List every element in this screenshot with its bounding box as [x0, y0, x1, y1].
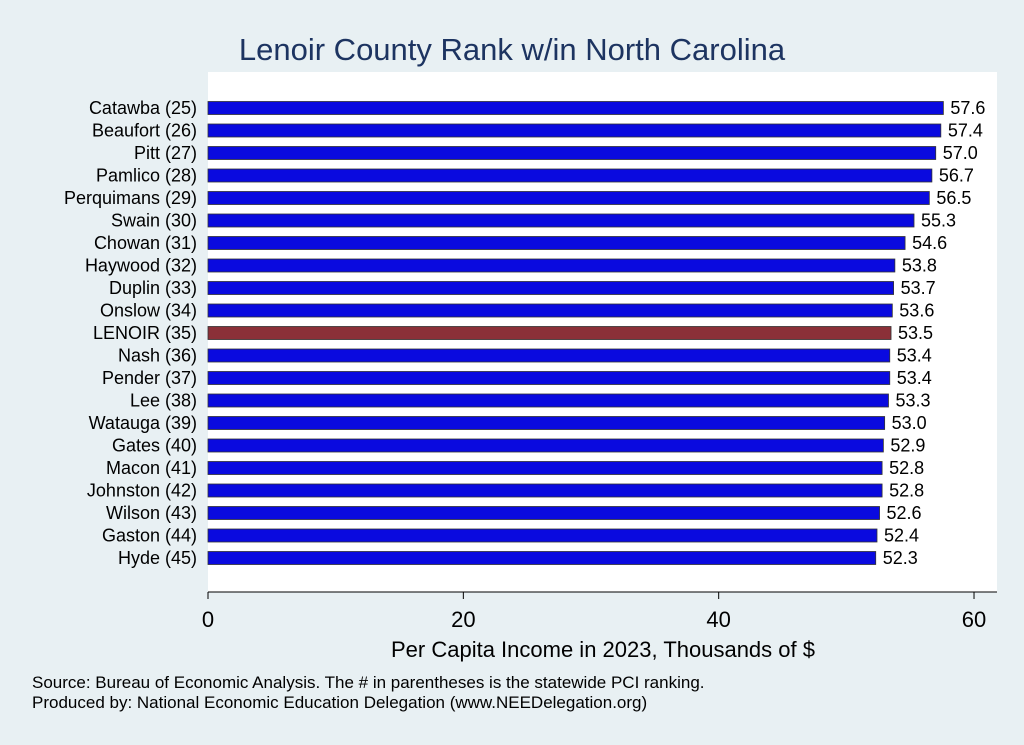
- value-label: 53.0: [892, 413, 927, 433]
- category-label: Macon (41): [106, 458, 197, 478]
- category-label: Wilson (43): [106, 503, 197, 523]
- value-label: 52.9: [890, 436, 925, 456]
- value-label: 52.4: [884, 526, 919, 546]
- producer-note: Produced by: National Economic Education…: [32, 693, 647, 712]
- category-label: Gates (40): [112, 436, 197, 456]
- x-tick-label: 40: [706, 607, 730, 632]
- value-label: 52.3: [883, 548, 918, 568]
- value-label: 57.0: [943, 143, 978, 163]
- category-label: Johnston (42): [87, 481, 197, 501]
- value-label: 56.7: [939, 166, 974, 186]
- category-label: Catawba (25): [89, 98, 197, 118]
- bar: [207, 146, 937, 160]
- value-label: 53.4: [897, 368, 932, 388]
- x-axis-ticks: 0 20 40 60: [202, 592, 986, 632]
- category-label: Onslow (34): [100, 301, 197, 321]
- bar: [207, 393, 889, 408]
- category-label: Nash (36): [118, 346, 197, 366]
- value-label: 57.6: [950, 98, 985, 118]
- value-label: 53.6: [899, 301, 934, 321]
- bar: [207, 281, 894, 295]
- chart-title: Lenoir County Rank w/in North Carolina: [239, 32, 786, 67]
- bar: [207, 528, 878, 543]
- bar: [207, 213, 915, 228]
- value-label: 52.8: [889, 481, 924, 501]
- value-label: 54.6: [912, 233, 947, 253]
- value-label: 52.6: [887, 503, 922, 523]
- bar: [207, 506, 880, 520]
- category-label: Hyde (45): [118, 548, 197, 568]
- value-labels: 57.6 57.457.0 56.756.5 55.354.6 53.853.7 53.6…: [883, 98, 986, 568]
- category-label: Watauga (39): [89, 413, 197, 433]
- bar: [207, 551, 877, 565]
- value-label: 53.3: [895, 391, 930, 411]
- value-label: 53.4: [897, 346, 932, 366]
- bar-highlight: [207, 326, 892, 340]
- bar: [207, 371, 891, 385]
- bar: [207, 236, 906, 250]
- category-label: Lee (38): [130, 391, 197, 411]
- bars: [207, 101, 944, 565]
- bar: [207, 438, 884, 453]
- category-label: Duplin (33): [109, 278, 197, 298]
- category-label: Gaston (44): [102, 526, 197, 546]
- x-tick-label: 60: [962, 607, 986, 632]
- x-tick-label: 0: [202, 607, 214, 632]
- value-label: 55.3: [921, 211, 956, 231]
- bar: [207, 168, 933, 183]
- value-label: 53.5: [898, 323, 933, 343]
- bar: [207, 483, 883, 498]
- category-label: LENOIR (35): [93, 323, 197, 343]
- category-label: Beaufort (26): [92, 121, 197, 141]
- bar: [207, 461, 883, 475]
- bar: [207, 348, 891, 363]
- value-label: 56.5: [936, 188, 971, 208]
- bar: [207, 258, 896, 273]
- bar: [207, 191, 930, 205]
- value-label: 53.8: [902, 256, 937, 276]
- value-label: 57.4: [948, 121, 983, 141]
- value-label: 53.7: [901, 278, 936, 298]
- x-tick-label: 20: [451, 607, 475, 632]
- bar: [207, 303, 893, 318]
- source-note: Source: Bureau of Economic Analysis. The…: [32, 673, 705, 692]
- x-axis-title: Per Capita Income in 2023, Thousands of …: [391, 637, 815, 662]
- bar: [207, 123, 942, 138]
- bar: [207, 101, 944, 115]
- category-labels: Catawba (25) Beaufort (26)Pitt (27) Pamlic…: [64, 98, 197, 568]
- category-label: Pamlico (28): [96, 166, 197, 186]
- category-label: Haywood (32): [85, 256, 197, 276]
- category-label: Pender (37): [102, 368, 197, 388]
- bar: [207, 416, 886, 430]
- category-label: Pitt (27): [134, 143, 197, 163]
- value-label: 52.8: [889, 458, 924, 478]
- category-label: Swain (30): [111, 211, 197, 231]
- category-label: Chowan (31): [94, 233, 197, 253]
- category-label: Perquimans (29): [64, 188, 197, 208]
